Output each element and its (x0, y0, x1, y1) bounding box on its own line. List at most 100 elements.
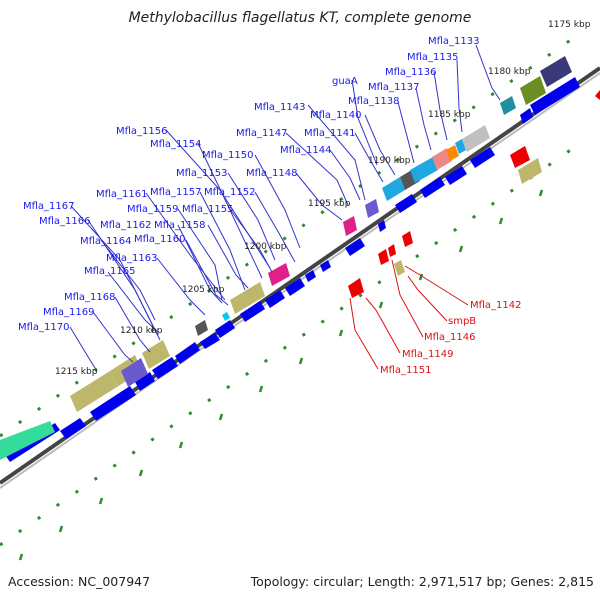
ruler-label-1200: 1200 kbp (244, 242, 287, 252)
feature-block (432, 148, 452, 170)
forward-gene-label: Mfla_1163 (106, 253, 158, 264)
forward-gene-label: Mfla_1168 (64, 292, 116, 303)
forward-gene-label: Mfla_1166 (39, 216, 91, 227)
gene-arrow (285, 278, 305, 296)
forward-gene-label: Mfla_1148 (246, 168, 298, 179)
gene-arrow (378, 249, 389, 265)
forward-gene-label: Mfla_1137 (368, 82, 420, 93)
forward-gene-label: Mfla_1165 (84, 266, 136, 277)
gene-arrow (470, 147, 495, 168)
forward-gene-label: Mfla_1162 (100, 220, 152, 231)
gene-arrow (175, 342, 200, 364)
gene-arrow (345, 238, 365, 256)
reverse-gene-label: Mfla_1146 (424, 332, 476, 343)
feature-block (268, 263, 290, 286)
gene-arrow (402, 231, 413, 247)
forward-gene-label: Mfla_1136 (385, 67, 437, 78)
reverse-gene-label: Mfla_1151 (380, 365, 432, 376)
reverse-gene-label: Mfla_1142 (470, 300, 522, 311)
forward-gene-label: Mfla_1133 (428, 36, 480, 47)
ruler-label-1215: 1215 kbp (55, 367, 98, 377)
tick-marks (18, 189, 544, 561)
ruler-label-1180: 1180 kbp (488, 67, 531, 77)
accession-text: Accession: NC_007947 (8, 574, 151, 589)
forward-gene-label: Mfla_1140 (310, 110, 362, 121)
feature-block (365, 199, 379, 218)
feature-block (222, 312, 230, 321)
feature-block (595, 90, 600, 100)
forward-gene-label: Mfla_1141 (304, 128, 356, 139)
forward-gene-label: guaA (332, 76, 358, 87)
reverse-gene-label: Mfla_1149 (402, 349, 454, 360)
feature-block (195, 320, 208, 336)
feature-block (394, 260, 405, 276)
leader-lines (69, 44, 501, 369)
gene-arrow (240, 301, 265, 322)
ruler-label-1185: 1185 kbp (428, 110, 471, 120)
gene-arrow (152, 357, 178, 379)
feature-block (70, 371, 117, 412)
reverse-gene-label: smpB (448, 316, 476, 327)
gene-arrow (420, 177, 445, 198)
forward-gene-label: Mfla_1153 (176, 168, 228, 179)
feature-block (230, 282, 265, 314)
gene-arrow (395, 194, 417, 213)
gene-arrow (320, 260, 331, 272)
forward-gene-label: Mfla_1169 (43, 307, 95, 318)
forward-gene-label: Mfla_1152 (204, 187, 256, 198)
ruler-label-1205: 1205 kbp (182, 285, 225, 295)
feature-block (410, 157, 438, 183)
gene-arrow (305, 270, 316, 282)
forward-gene-label: Mfla_1147 (236, 128, 288, 139)
ruler-label-1190: 1190 kbp (368, 156, 411, 166)
gene-arrow (60, 418, 86, 439)
forward-gene-label: Mfla_1156 (116, 126, 168, 137)
forward-gene-label: Mfla_1135 (407, 52, 459, 63)
topology-summary: Topology: circular; Length: 2,971,517 bp… (250, 574, 594, 589)
feature-block (0, 421, 55, 460)
forward-gene-label: Mfla_1170 (18, 322, 70, 333)
reverse-genes (348, 146, 530, 298)
gene-arrow (378, 220, 386, 232)
forward-gene-label: Mfla_1159 (127, 204, 179, 215)
gene-arrow (265, 290, 285, 308)
feature-block (121, 358, 148, 387)
ruler-label-1175: 1175 kbp (548, 20, 591, 30)
feature-block (446, 145, 459, 161)
gene-arrow (520, 108, 533, 124)
forward-gene-label: Mfla_1164 (80, 236, 132, 247)
gene-arrow (445, 166, 467, 185)
gene-arrow (90, 386, 136, 421)
gene-arrow (530, 77, 580, 115)
feature-block (520, 76, 546, 105)
forward-gene-label: Mfla_1154 (150, 139, 202, 150)
gene-arrow (200, 333, 220, 349)
ruler-label-1210: 1210 kbp (120, 326, 163, 336)
gene-arrow (215, 320, 235, 338)
reverse-features (394, 158, 542, 276)
forward-gene-label: Mfla_1157 (150, 187, 202, 198)
forward-gene-label: Mfla_1161 (96, 189, 148, 200)
gene-arrow (348, 278, 364, 298)
forward-gene-label: Mfla_1155 (182, 204, 234, 215)
feature-block (540, 56, 572, 87)
forward-gene-label: Mfla_1143 (254, 102, 306, 113)
forward-gene-label: Mfla_1138 (348, 96, 400, 107)
feature-block (500, 96, 516, 115)
forward-gene-label: Mfla_1150 (202, 150, 254, 161)
forward-gene-label: Mfla_1144 (280, 145, 332, 156)
map-title: Methylobacillus flagellatus KT, complete… (128, 10, 472, 26)
forward-gene-label: Mfla_1160 (134, 234, 186, 245)
gene-arrow (135, 372, 155, 391)
feature-block (142, 340, 170, 369)
feature-block (518, 158, 542, 184)
feature-block (462, 125, 490, 152)
forward-gene-label: Mfla_1167 (23, 201, 75, 212)
feature-block (455, 139, 466, 154)
forward-gene-label: Mfla_1158 (154, 220, 206, 231)
feature-blocks (0, 56, 600, 460)
reverse-leader-lines (349, 259, 469, 370)
feature-block (343, 216, 357, 236)
gene-arrow (388, 244, 396, 257)
